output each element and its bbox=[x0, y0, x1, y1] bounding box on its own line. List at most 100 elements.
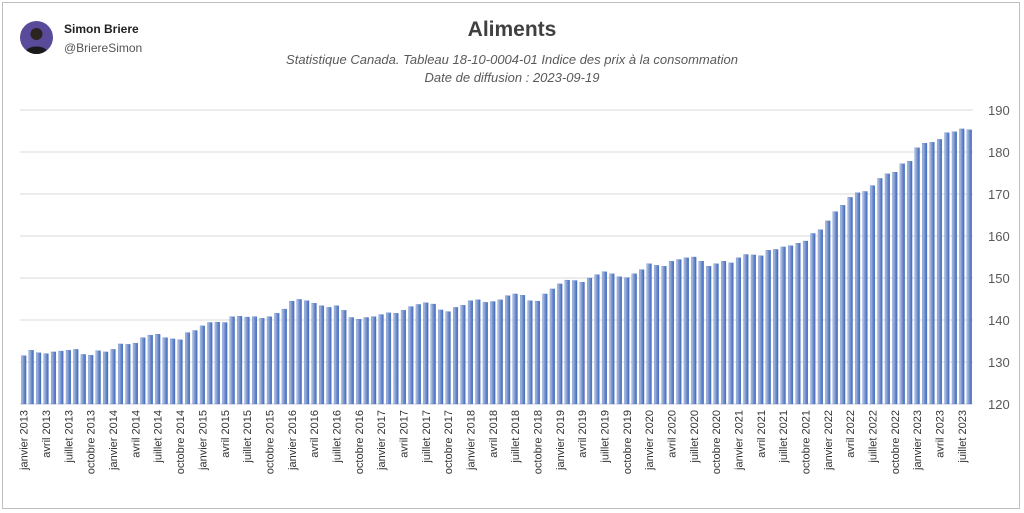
bar[interactable] bbox=[80, 354, 86, 405]
bar[interactable] bbox=[311, 303, 317, 405]
bar[interactable] bbox=[73, 349, 79, 405]
bar[interactable] bbox=[482, 302, 488, 405]
bar[interactable] bbox=[743, 254, 749, 405]
bar[interactable] bbox=[847, 197, 853, 405]
bar[interactable] bbox=[147, 334, 153, 405]
bar[interactable] bbox=[400, 310, 406, 405]
bar[interactable] bbox=[877, 178, 883, 405]
bar[interactable] bbox=[103, 351, 109, 405]
bar[interactable] bbox=[735, 257, 742, 405]
bar[interactable] bbox=[110, 349, 116, 405]
bar[interactable] bbox=[609, 273, 615, 405]
bar[interactable] bbox=[520, 295, 526, 405]
bar[interactable] bbox=[862, 191, 868, 405]
bar[interactable] bbox=[192, 330, 198, 405]
bar[interactable] bbox=[460, 305, 466, 405]
bar[interactable] bbox=[728, 262, 734, 405]
bar[interactable] bbox=[773, 249, 779, 405]
bar[interactable] bbox=[184, 332, 191, 405]
bar[interactable] bbox=[795, 242, 801, 405]
bar[interactable] bbox=[668, 261, 674, 405]
bar[interactable] bbox=[802, 240, 809, 405]
bar[interactable] bbox=[587, 277, 593, 405]
bar[interactable] bbox=[661, 266, 667, 405]
bar[interactable] bbox=[564, 279, 570, 405]
bar[interactable] bbox=[936, 139, 943, 405]
bar[interactable] bbox=[884, 173, 890, 405]
bar[interactable] bbox=[251, 316, 258, 405]
bar[interactable] bbox=[162, 337, 168, 405]
bar[interactable] bbox=[289, 300, 295, 405]
bar[interactable] bbox=[780, 246, 786, 405]
bar[interactable] bbox=[527, 300, 533, 405]
bar[interactable] bbox=[296, 299, 302, 405]
bar[interactable] bbox=[594, 274, 600, 405]
bar[interactable] bbox=[207, 322, 213, 405]
bar[interactable] bbox=[28, 350, 34, 405]
bar[interactable] bbox=[951, 131, 957, 405]
bar[interactable] bbox=[318, 305, 325, 405]
bar[interactable] bbox=[914, 147, 920, 405]
bar[interactable] bbox=[341, 310, 347, 405]
bar[interactable] bbox=[214, 321, 220, 405]
bar[interactable] bbox=[966, 129, 972, 405]
bar[interactable] bbox=[281, 308, 287, 405]
bar[interactable] bbox=[639, 269, 645, 405]
bar[interactable] bbox=[415, 304, 421, 405]
bar[interactable] bbox=[601, 271, 607, 405]
bar[interactable] bbox=[125, 344, 131, 405]
bar[interactable] bbox=[304, 300, 310, 405]
bar[interactable] bbox=[386, 312, 392, 405]
bar[interactable] bbox=[832, 211, 838, 405]
author-name[interactable]: Simon Briere bbox=[64, 22, 139, 36]
bar[interactable] bbox=[505, 295, 511, 405]
bar[interactable] bbox=[676, 259, 682, 405]
bar[interactable] bbox=[43, 353, 49, 405]
bar[interactable] bbox=[199, 325, 205, 405]
bar[interactable] bbox=[572, 280, 578, 405]
bar[interactable] bbox=[333, 305, 339, 405]
bar[interactable] bbox=[259, 318, 265, 405]
bar[interactable] bbox=[58, 350, 64, 405]
bar[interactable] bbox=[899, 163, 905, 405]
bar[interactable] bbox=[654, 265, 660, 405]
bar[interactable] bbox=[177, 339, 183, 405]
bar[interactable] bbox=[445, 311, 451, 405]
bar[interactable] bbox=[631, 273, 637, 405]
bar[interactable] bbox=[356, 319, 362, 405]
bar[interactable] bbox=[579, 282, 585, 405]
bar[interactable] bbox=[95, 350, 101, 405]
bar[interactable] bbox=[155, 334, 161, 405]
avatar[interactable] bbox=[20, 21, 53, 54]
bar[interactable] bbox=[170, 338, 176, 405]
bar[interactable] bbox=[453, 307, 459, 405]
bar[interactable] bbox=[817, 229, 823, 405]
bar[interactable] bbox=[959, 128, 965, 405]
bar[interactable] bbox=[132, 342, 138, 405]
bar[interactable] bbox=[929, 142, 935, 405]
bar[interactable] bbox=[698, 261, 704, 405]
bar[interactable] bbox=[326, 307, 332, 405]
bar[interactable] bbox=[363, 317, 369, 405]
bar[interactable] bbox=[371, 316, 377, 405]
bar[interactable] bbox=[788, 245, 794, 405]
bar[interactable] bbox=[542, 293, 548, 405]
bar[interactable] bbox=[907, 161, 913, 405]
bar[interactable] bbox=[750, 254, 756, 405]
bar[interactable] bbox=[497, 299, 503, 405]
bar[interactable] bbox=[810, 233, 816, 405]
bar[interactable] bbox=[36, 352, 42, 405]
bar[interactable] bbox=[549, 288, 555, 405]
bar[interactable] bbox=[765, 250, 771, 405]
bar[interactable] bbox=[65, 350, 71, 405]
bar[interactable] bbox=[266, 316, 272, 405]
bar[interactable] bbox=[274, 313, 280, 405]
bar[interactable] bbox=[869, 185, 876, 405]
bar[interactable] bbox=[706, 266, 712, 405]
bar[interactable] bbox=[825, 220, 831, 405]
bar[interactable] bbox=[624, 277, 630, 405]
bar[interactable] bbox=[855, 192, 861, 405]
bar[interactable] bbox=[423, 302, 429, 405]
bar[interactable] bbox=[840, 205, 846, 405]
bar[interactable] bbox=[721, 261, 727, 405]
